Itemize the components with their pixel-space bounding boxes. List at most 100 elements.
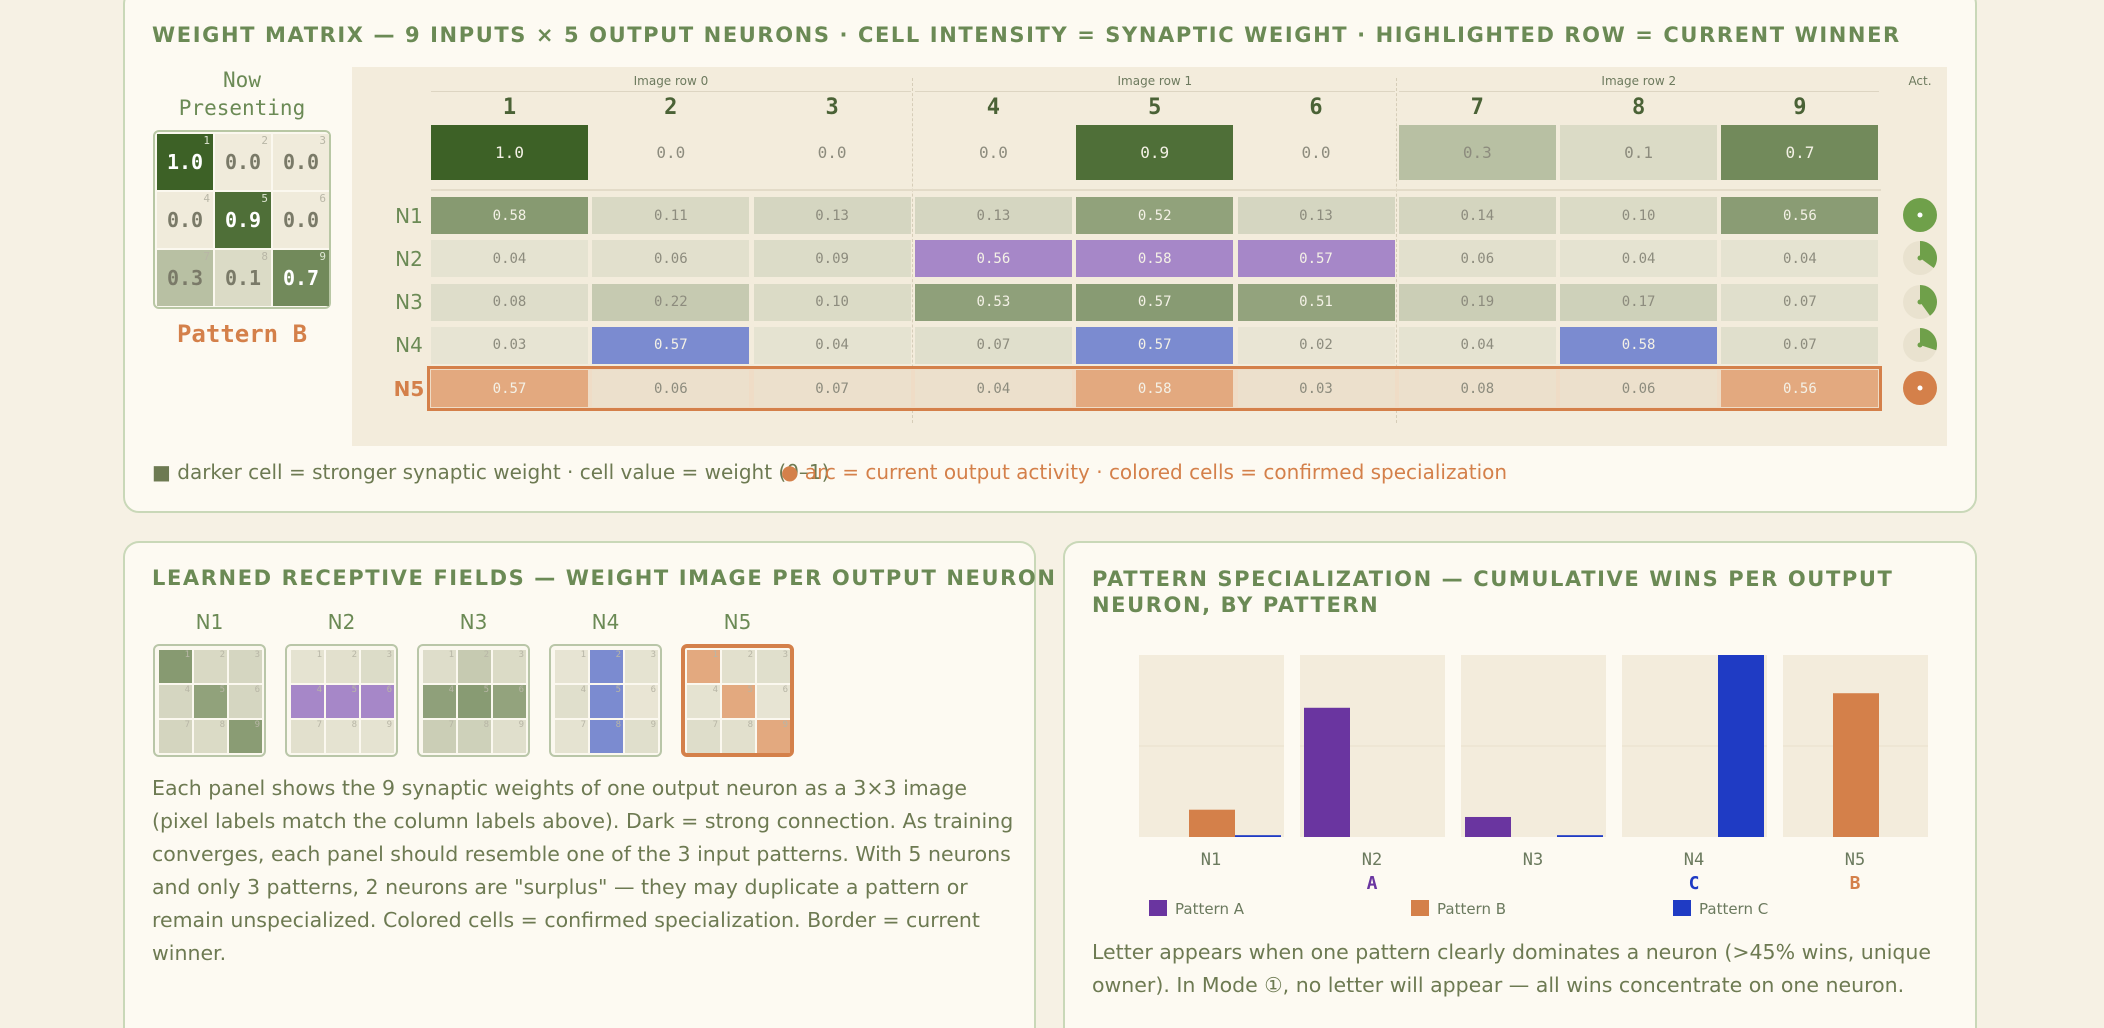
input-pattern-grid: 1.0 1 0.0 2 0.0 3 0.0 4 0.9 5 0.0 6 0.3 7 0.1 8 0.7 9 [153, 130, 331, 309]
input-cell: 0.0 [656, 143, 686, 162]
row-label: N5 [393, 376, 425, 401]
field-pixel: 1 [291, 650, 324, 683]
weight-cell: 0.58 [431, 197, 588, 234]
pixel-index: 4 [448, 685, 454, 695]
pixel-value: 0.3 [166, 266, 204, 290]
legend-label: Pattern B [1437, 900, 1506, 918]
weight-cell: 0.06 [592, 240, 750, 278]
activity-arc [1903, 198, 1937, 232]
weight-cell: 0.19 [1398, 283, 1556, 321]
field-pixel: 2 [458, 650, 491, 683]
pixel-value: 0.1 [224, 266, 262, 290]
weight-cell: 0.14 [1398, 197, 1556, 234]
row-label: N3 [395, 290, 423, 315]
input-cell: 0.7 [1721, 125, 1879, 180]
pixel-index: 8 [747, 720, 753, 730]
group-separator [911, 78, 913, 423]
weight-cell: 0.07 [1721, 326, 1879, 364]
legend-swatch [1149, 900, 1167, 916]
weight-cell: 0.07 [914, 326, 1072, 364]
field-label: N4 [591, 610, 620, 634]
pixel-index: 9 [782, 720, 788, 730]
input-cell: 0.3 [1398, 125, 1556, 180]
weight-cell: 0.53 [914, 283, 1072, 321]
weight-cell: 0.13 [753, 197, 911, 234]
weight-cell: 0.07 [1721, 283, 1879, 321]
dominant-letter: A [1367, 873, 1378, 894]
receptive-field: 1 2 3 4 5 6 7 8 9 [153, 644, 266, 757]
field-pixel: 3 [361, 650, 394, 683]
pixel-index: 4 [580, 685, 586, 695]
pixel-index: 9 [386, 720, 392, 730]
weight-cell: 0.17 [1560, 283, 1718, 321]
legend-weight: ■ darker cell = stronger synaptic weight… [152, 460, 830, 484]
input-pixel: 0.0 2 [215, 134, 271, 190]
input-separator [431, 189, 1881, 191]
weight-cell: 0.04 [914, 370, 1072, 408]
field-pixel: 5 [326, 685, 359, 718]
bar [1304, 707, 1350, 837]
pixel-value: 0.0 [224, 150, 262, 174]
legend-label: Pattern A [1175, 900, 1245, 918]
weight-cell: 0.57 [592, 326, 750, 364]
panel-title: WEIGHT MATRIX — 9 INPUTS × 5 OUTPUT NEUR… [152, 23, 1901, 47]
pixel-index: 2 [351, 650, 357, 660]
bar [1557, 835, 1603, 837]
field-pixel: 6 [757, 685, 790, 718]
weight-cell: 0.51 [1237, 283, 1395, 321]
weight-cell: 0.07 [753, 370, 911, 408]
input-pixel: 0.0 6 [273, 192, 329, 248]
pixel-index: 5 [483, 685, 489, 695]
field-pixel: 6 [361, 685, 394, 718]
pixel-index: 6 [650, 685, 656, 695]
pixel-index: 6 [319, 192, 326, 205]
row-label: N4 [395, 333, 423, 358]
pixel-index: 2 [483, 650, 489, 660]
pixel-index: 2 [747, 650, 753, 660]
pixel-index: 7 [316, 720, 322, 730]
bar [1833, 693, 1879, 837]
panel-title: LEARNED RECEPTIVE FIELDS — WEIGHT IMAGE … [152, 566, 1057, 590]
activity-dot [1917, 255, 1923, 261]
legend-label: Pattern C [1699, 900, 1768, 918]
weight-cell: 0.04 [1560, 240, 1718, 278]
pixel-index: 8 [261, 250, 268, 263]
field-pixel: 2 [590, 650, 623, 683]
field-pixel: 7 [291, 720, 324, 753]
x-tick-label: N1 [1201, 850, 1221, 870]
column-group-label: Image row 1 [914, 74, 1395, 92]
receptive-fields-panel [123, 541, 1036, 1028]
pixel-index: 8 [351, 720, 357, 730]
input-pixel: 0.3 7 [157, 250, 213, 306]
column-label: 4 [986, 95, 1001, 120]
pixel-index: 8 [615, 720, 621, 730]
weight-cell: 0.58 [1560, 326, 1718, 364]
pixel-index: 6 [518, 685, 524, 695]
receptive-field: 1 2 3 4 5 6 7 8 9 [285, 644, 398, 757]
activity-fill [1920, 284, 1937, 316]
input-pixel: 0.9 5 [215, 192, 271, 248]
pixel-index: 2 [615, 650, 621, 660]
pixel-index: 5 [261, 192, 268, 205]
bar [1235, 835, 1281, 837]
pixel-index: 9 [518, 720, 524, 730]
field-label: N2 [327, 610, 356, 634]
weight-cell: 0.06 [1398, 240, 1556, 278]
pixel-index: 3 [782, 650, 788, 660]
panel-title: PATTERN SPECIALIZATION — CUMULATIVE WINS… [1092, 567, 1894, 617]
field-pixel: 4 [159, 685, 192, 718]
pixel-index: 2 [219, 650, 225, 660]
pixel-index: 3 [319, 134, 326, 147]
field-pixel: 9 [625, 720, 658, 753]
pixel-index: 1 [712, 650, 718, 660]
pixel-index: 7 [184, 720, 190, 730]
field-pixel: 7 [555, 720, 588, 753]
weight-cell: 0.10 [1560, 197, 1718, 234]
input-pixel: 0.7 9 [273, 250, 329, 306]
receptive-field: 1 2 3 4 5 6 7 8 9 [417, 644, 530, 757]
field-pixel: 6 [493, 685, 526, 718]
pixel-value: 0.0 [282, 150, 320, 174]
pixel-index: 7 [712, 720, 718, 730]
weight-cell: 0.06 [1560, 370, 1718, 408]
pixel-value: 0.9 [224, 208, 262, 232]
